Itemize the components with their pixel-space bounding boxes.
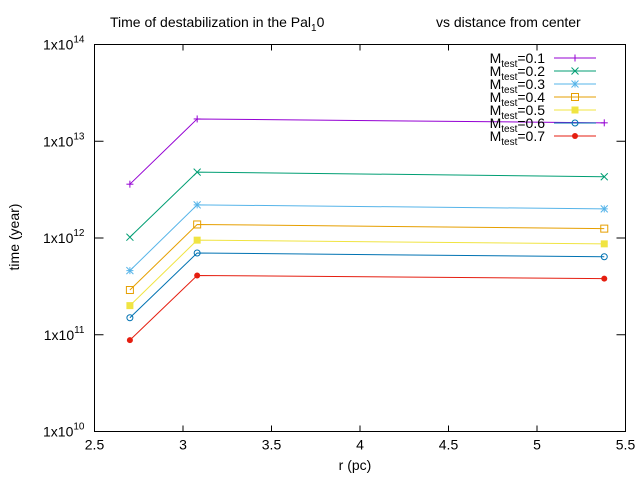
legend-label: Mtest=0.6	[490, 115, 546, 135]
plot-frame	[94, 44, 626, 432]
y-tick-label: 1x1014	[43, 35, 85, 53]
legend-marker	[571, 119, 579, 127]
legend-entry: Mtest=0.7	[490, 128, 596, 148]
y-tick-label: 1x1013	[43, 131, 85, 149]
data-point	[126, 233, 134, 242]
data-point	[194, 272, 201, 279]
legend-entry: Mtest=0.5	[490, 102, 596, 122]
data-point	[125, 286, 134, 295]
series-line	[129, 239, 605, 306]
data-point	[126, 180, 134, 188]
legend-entry: Mtest=0.2	[490, 63, 596, 83]
x-tick-label: 5	[533, 437, 541, 453]
series-lines	[125, 115, 609, 344]
series-2	[126, 168, 609, 242]
legend-entry: Mtest=0.3	[490, 76, 596, 96]
series-5	[126, 236, 608, 310]
x-tick-label: 4.5	[439, 437, 459, 453]
chart-subtitle: vs distance from center	[436, 14, 581, 30]
legend-marker	[572, 133, 578, 139]
legend-label: Mtest=0.5	[490, 102, 546, 122]
series-line	[129, 252, 605, 319]
x-axis-label: r (pc)	[339, 457, 372, 473]
data-point	[600, 224, 609, 233]
data-point	[193, 249, 201, 257]
series-7	[126, 272, 608, 344]
legend-marker	[571, 67, 579, 75]
x-tick-label: 2.5	[85, 437, 105, 453]
data-point	[126, 314, 134, 322]
x-tick-label: 3.5	[262, 437, 282, 453]
data-point	[126, 266, 134, 275]
data-point	[193, 115, 201, 123]
data-point	[600, 253, 608, 261]
series-4	[125, 220, 609, 295]
x-tick-label: 3	[179, 437, 187, 453]
series-1	[126, 115, 608, 188]
data-point	[601, 275, 608, 282]
chart-title: Time of destabilization in the Pal10	[110, 14, 325, 34]
data-point	[193, 236, 201, 244]
x-tick-label: 4	[356, 437, 364, 453]
series-3	[126, 201, 609, 275]
legend: Mtest=0.1Mtest=0.2Mtest=0.3Mtest=0.4Mtes…	[490, 50, 596, 148]
data-point	[193, 168, 202, 176]
data-point	[126, 337, 133, 344]
series-line	[129, 204, 605, 271]
legend-entry: Mtest=0.1	[490, 50, 596, 70]
data-point	[126, 302, 134, 310]
data-point	[193, 201, 202, 209]
legend-marker	[571, 93, 579, 101]
legend-label: Mtest=0.1	[490, 50, 546, 70]
legend-label: Mtest=0.2	[490, 63, 546, 83]
x-tick-label: 5.5	[616, 437, 636, 453]
series-line	[129, 274, 605, 341]
series-6	[126, 249, 608, 322]
data-point	[600, 172, 609, 181]
data-point	[193, 220, 202, 229]
y-tick-label: 1x1010	[43, 422, 85, 440]
legend-label: Mtest=0.7	[490, 128, 546, 148]
series-line	[129, 223, 605, 291]
y-tick-label: 1x1011	[44, 325, 85, 343]
legend-marker	[571, 106, 579, 114]
data-point	[600, 119, 608, 127]
legend-entry: Mtest=0.4	[490, 89, 596, 109]
legend-label: Mtest=0.4	[490, 89, 546, 109]
data-point	[600, 240, 608, 248]
legend-marker	[571, 80, 579, 88]
data-point	[600, 205, 609, 213]
y-axis-label: time (year)	[6, 204, 22, 271]
legend-marker	[571, 54, 579, 62]
y-tick-label: 1x1012	[43, 228, 85, 246]
axis-ticks: 2.5 3 3.5 4 4.5 5 5.5 1x1010 1x1011 1x1012 1x1013 1…	[43, 35, 635, 453]
legend-label: Mtest=0.3	[490, 76, 546, 96]
legend-entry: Mtest=0.6	[490, 115, 596, 135]
